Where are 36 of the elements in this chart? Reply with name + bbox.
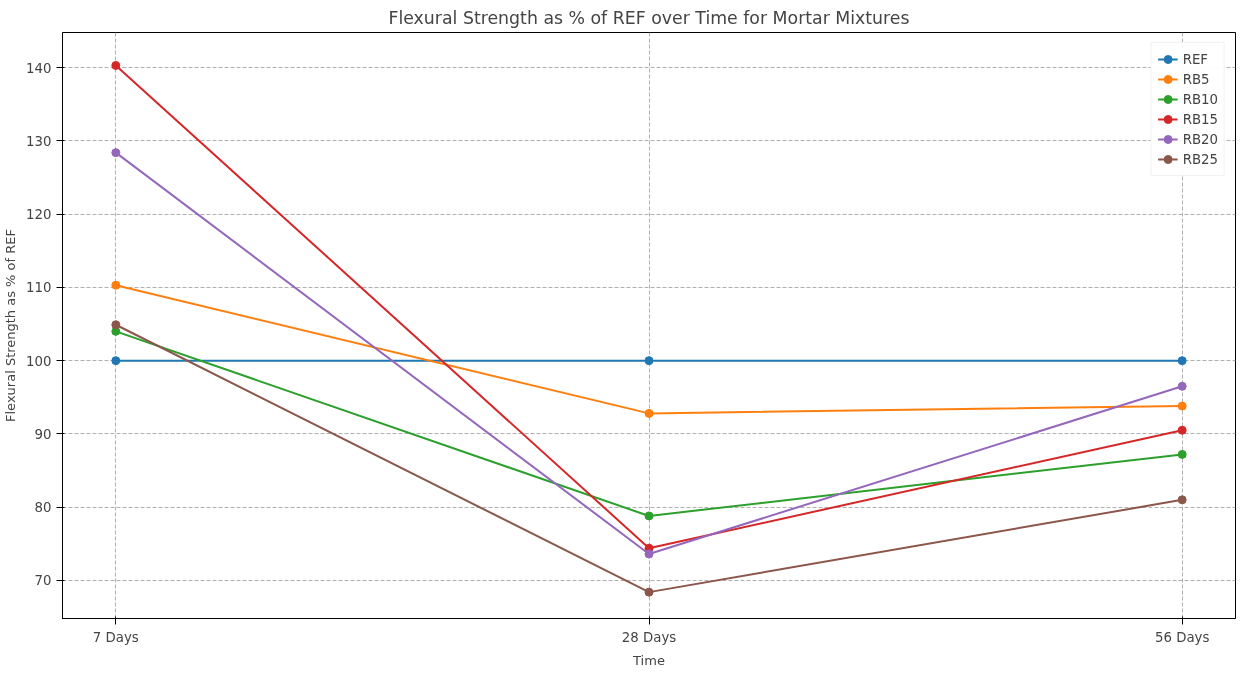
y-tick-label: 70 [34,573,52,589]
chart-title: Flexural Strength as % of REF over Time for Mortar Mixtures [388,7,910,28]
point [1177,495,1187,505]
point [644,356,654,366]
x-tick-label: 28 Days [621,629,677,645]
point [1177,401,1187,411]
point [644,511,654,521]
y-tick-label: 90 [34,426,52,442]
point [1177,425,1187,435]
point [111,60,121,70]
point [1177,356,1187,366]
x-axis-title: Time [632,652,665,668]
point [644,587,654,597]
y-tick-label: 110 [26,280,52,296]
point [644,549,654,559]
y-tick-label: 130 [26,133,52,149]
x-tick-label: 7 Days [92,629,139,645]
legend-label: RB20 [1182,131,1218,147]
point [1177,449,1187,459]
legend-label: REF [1182,51,1208,67]
point [111,280,121,290]
y-tick-label: 100 [26,353,52,369]
point [1177,381,1187,391]
point [111,320,121,330]
x-tick-label: 56 Days [1154,629,1210,645]
point [644,408,654,418]
y-tick-label: 80 [34,500,52,516]
legend-label: RB15 [1182,111,1218,127]
legend-label: RB5 [1182,71,1210,87]
y-axis-title: Flexural Strength as % of REF [3,229,19,422]
point [111,356,121,366]
y-tick-label: 120 [26,207,52,223]
legend-label: RB10 [1182,91,1218,107]
point [111,148,121,158]
legend-label: RB25 [1182,151,1218,167]
y-tick-label: 140 [26,60,52,76]
